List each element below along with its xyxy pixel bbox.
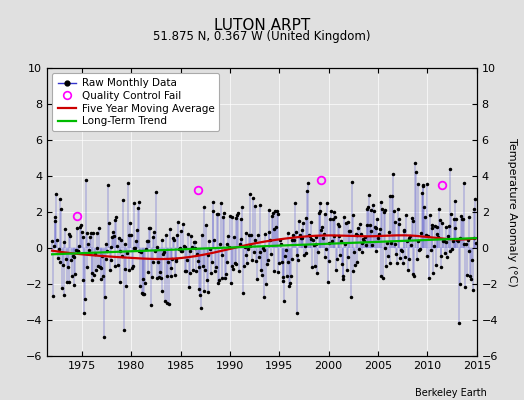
- Legend: Raw Monthly Data, Quality Control Fail, Five Year Moving Average, Long-Term Tren: Raw Monthly Data, Quality Control Fail, …: [52, 73, 220, 132]
- Text: 51.875 N, 0.367 W (United Kingdom): 51.875 N, 0.367 W (United Kingdom): [153, 30, 371, 43]
- Text: LUTON ARPT: LUTON ARPT: [214, 18, 310, 33]
- Text: Berkeley Earth: Berkeley Earth: [416, 388, 487, 398]
- Y-axis label: Temperature Anomaly (°C): Temperature Anomaly (°C): [507, 138, 517, 286]
